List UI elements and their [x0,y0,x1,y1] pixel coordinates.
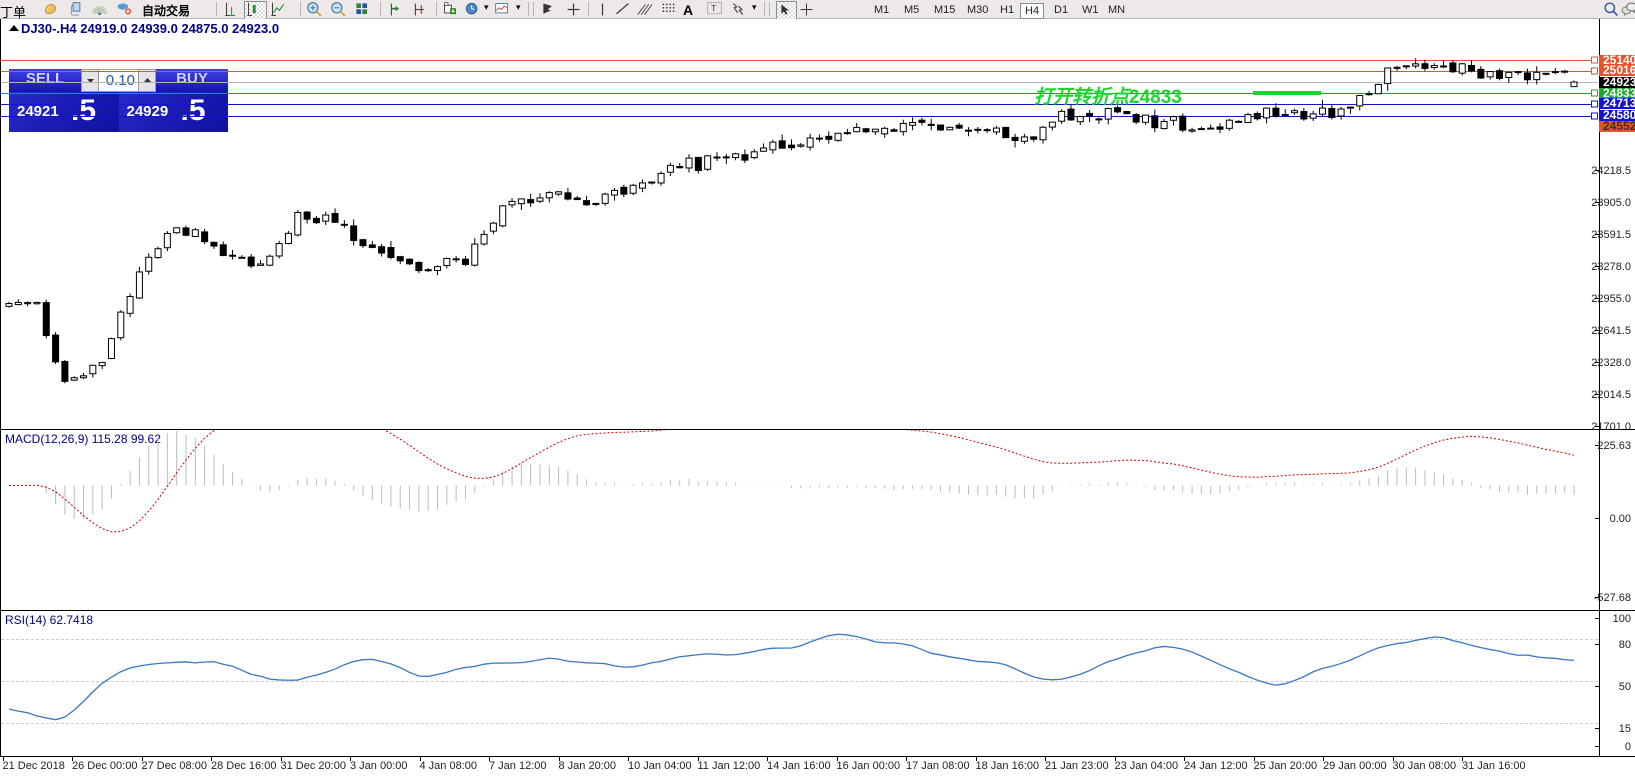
svg-text:T: T [711,3,716,13]
